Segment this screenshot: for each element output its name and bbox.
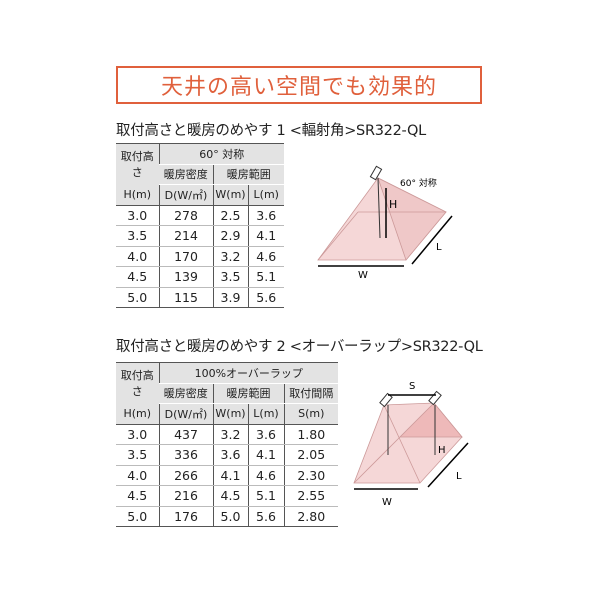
table-cell: 4.5 — [116, 485, 159, 507]
diagram-h-label: H — [438, 445, 446, 456]
table-cell: 1.80 — [283, 424, 338, 445]
diagram-l-label: L — [456, 471, 462, 482]
header-height: 取付高さ — [116, 362, 159, 404]
table-cell: 5.0 — [116, 287, 159, 308]
table-row: 3.5 336 3.6 4.1 2.05 — [116, 444, 338, 466]
table-cell: 3.5 — [116, 444, 159, 466]
table-cell: 3.5 — [116, 225, 159, 247]
table-cell: 2.30 — [283, 465, 338, 486]
table-cell: 115 — [158, 287, 213, 308]
diagram-radiation-angle: H 60° 対称 W L — [317, 165, 453, 280]
table-cell: 176 — [158, 506, 213, 527]
section2-title: 取付高さと暖房のめやす 2 <オーバーラップ>SR322-QL — [116, 339, 483, 355]
diagram-l-label: L — [436, 242, 442, 253]
header-w-unit: W(m) — [212, 403, 248, 425]
header-group: 100%オーバーラップ — [158, 362, 338, 384]
section1-title: 取付高さと暖房のめやす 1 <輻射角>SR322-QL — [116, 123, 426, 139]
diagram-overlap: S H W L — [353, 381, 469, 508]
table-radiation-angle: 取付高さ 60° 対称 暖房密度 暖房範囲 H(m) D(W/㎡) W(m) L(m) 3… — [116, 143, 284, 308]
table-cell: 4.6 — [247, 246, 284, 267]
table-cell: 2.55 — [283, 485, 338, 507]
header-s-unit: S(m) — [283, 403, 338, 425]
table-cell: 5.0 — [116, 506, 159, 527]
table-cell: 139 — [158, 266, 213, 288]
header-h-unit: H(m) — [116, 184, 159, 206]
header-w-unit: W(m) — [212, 184, 248, 206]
table-cell: 2.05 — [283, 444, 338, 466]
table-cell: 336 — [158, 444, 213, 466]
table-cell: 5.0 — [212, 506, 248, 527]
table-row: 5.0 176 5.0 5.6 2.80 — [116, 506, 338, 527]
table-row: 4.0 170 3.2 4.6 — [116, 246, 284, 267]
table-cell: 2.80 — [283, 506, 338, 527]
table-cell: 170 — [158, 246, 213, 267]
table-cell: 4.1 — [247, 225, 284, 247]
table-overlap: 取付高さ 100%オーバーラップ 暖房密度 暖房範囲 取付間隔 H(m) D(W/㎡) W… — [116, 362, 338, 527]
table-cell: 3.6 — [247, 424, 284, 445]
header-l-unit: L(m) — [247, 403, 284, 425]
table-cell: 3.2 — [212, 246, 248, 267]
header-density: 暖房密度 — [159, 164, 213, 185]
header-d-unit: D(W/㎡) — [158, 184, 213, 206]
table-row: 3.5 214 2.9 4.1 — [116, 225, 284, 247]
table-cell: 3.5 — [212, 266, 248, 288]
table-row: 3.0 278 2.5 3.6 — [116, 205, 284, 226]
banner-title: 天井の高い空間でも効果的 — [116, 66, 482, 104]
table-cell: 3.6 — [212, 444, 248, 466]
table-row: 4.0 266 4.1 4.6 2.30 — [116, 465, 338, 486]
diagram-w-label: W — [358, 270, 368, 280]
table-cell: 2.5 — [212, 205, 248, 226]
table-cell: 214 — [158, 225, 213, 247]
table-cell: 278 — [158, 205, 213, 226]
diagram-w-label: W — [382, 497, 392, 508]
table-cell: 4.1 — [212, 465, 248, 486]
table-cell: 437 — [158, 424, 213, 445]
table-cell: 2.9 — [212, 225, 248, 247]
table-row: 4.5 139 3.5 5.1 — [116, 266, 284, 288]
table-row: 3.0 437 3.2 3.6 1.80 — [116, 424, 338, 445]
header-group: 60° 対称 — [158, 143, 284, 165]
table-row: 5.0 115 3.9 5.6 — [116, 287, 284, 308]
header-density: 暖房密度 — [159, 383, 213, 404]
diagram-s-label: S — [409, 381, 415, 392]
table-cell: 3.0 — [116, 205, 159, 226]
table-cell: 4.0 — [116, 246, 159, 267]
header-d-unit: D(W/㎡) — [158, 403, 213, 425]
table-cell: 5.6 — [247, 506, 284, 527]
table-cell: 266 — [158, 465, 213, 486]
table-cell: 5.1 — [247, 485, 284, 507]
header-h-unit: H(m) — [116, 403, 159, 425]
table-cell: 216 — [158, 485, 213, 507]
header-spacing: 取付間隔 — [283, 383, 338, 404]
table-cell: 3.9 — [212, 287, 248, 308]
table-cell: 4.1 — [247, 444, 284, 466]
table-cell: 3.2 — [212, 424, 248, 445]
diagram-h-label: H — [389, 198, 397, 211]
table-row: 4.5 216 4.5 5.1 2.55 — [116, 485, 338, 507]
table-cell: 3.6 — [247, 205, 284, 226]
table-cell: 5.1 — [247, 266, 284, 288]
table-cell: 4.6 — [247, 465, 284, 486]
table-cell: 4.5 — [116, 266, 159, 288]
header-range: 暖房範囲 — [212, 383, 284, 404]
header-l-unit: L(m) — [247, 184, 284, 206]
table-cell: 3.0 — [116, 424, 159, 445]
header-height: 取付高さ — [116, 143, 159, 185]
header-range: 暖房範囲 — [212, 164, 284, 185]
table-cell: 4.5 — [212, 485, 248, 507]
table-cell: 4.0 — [116, 465, 159, 486]
diagram-angle-label: 60° 対称 — [400, 177, 437, 189]
table-cell: 5.6 — [247, 287, 284, 308]
